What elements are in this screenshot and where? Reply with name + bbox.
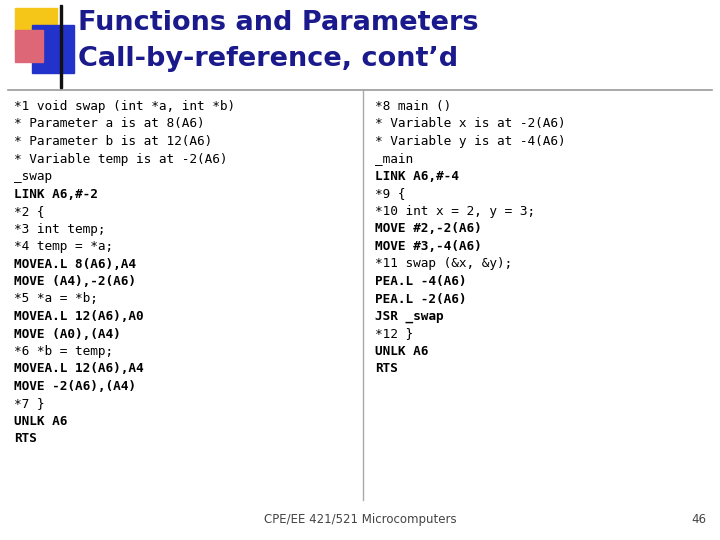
Bar: [32, 25, 74, 73]
Text: * Variable x is at -2(A6): * Variable x is at -2(A6): [375, 118, 566, 131]
Text: *2 {: *2 {: [14, 205, 45, 218]
Text: MOVE #3,-4(A6): MOVE #3,-4(A6): [375, 240, 482, 253]
Text: PEA.L -4(A6): PEA.L -4(A6): [375, 275, 467, 288]
Text: MOVEA.L 8(A6),A4: MOVEA.L 8(A6),A4: [14, 258, 136, 271]
Text: RTS: RTS: [14, 433, 37, 446]
Text: UNLK A6: UNLK A6: [375, 345, 428, 358]
Bar: [15, 30, 43, 62]
Text: MOVE (A0),(A4): MOVE (A0),(A4): [14, 327, 121, 341]
Text: * Parameter b is at 12(A6): * Parameter b is at 12(A6): [14, 135, 212, 148]
Text: LINK A6,#-4: LINK A6,#-4: [375, 170, 459, 183]
Text: *4 temp = *a;: *4 temp = *a;: [14, 240, 113, 253]
Text: Call-by-reference, cont’d: Call-by-reference, cont’d: [78, 46, 458, 72]
Text: CPE/EE 421/521 Microcomputers: CPE/EE 421/521 Microcomputers: [264, 513, 456, 526]
Text: *7 }: *7 }: [14, 397, 45, 410]
Text: MOVE (A4),-2(A6): MOVE (A4),-2(A6): [14, 275, 136, 288]
Text: *11 swap (&x, &y);: *11 swap (&x, &y);: [375, 258, 512, 271]
Text: _swap: _swap: [14, 170, 52, 183]
Text: PEA.L -2(A6): PEA.L -2(A6): [375, 293, 467, 306]
Text: *9 {: *9 {: [375, 187, 405, 200]
Text: *12 }: *12 }: [375, 327, 413, 341]
Text: MOVEA.L 12(A6),A0: MOVEA.L 12(A6),A0: [14, 310, 143, 323]
Text: RTS: RTS: [375, 362, 398, 375]
Text: UNLK A6: UNLK A6: [14, 415, 68, 428]
Text: JSR _swap: JSR _swap: [375, 310, 444, 323]
Text: MOVE -2(A6),(A4): MOVE -2(A6),(A4): [14, 380, 136, 393]
Text: 46: 46: [691, 513, 706, 526]
Text: Functions and Parameters: Functions and Parameters: [78, 10, 479, 36]
Text: MOVEA.L 12(A6),A4: MOVEA.L 12(A6),A4: [14, 362, 143, 375]
Text: * Variable temp is at -2(A6): * Variable temp is at -2(A6): [14, 152, 228, 165]
Text: *5 *a = *b;: *5 *a = *b;: [14, 293, 98, 306]
Text: *6 *b = temp;: *6 *b = temp;: [14, 345, 113, 358]
Text: *10 int x = 2, y = 3;: *10 int x = 2, y = 3;: [375, 205, 535, 218]
Text: *8 main (): *8 main (): [375, 100, 451, 113]
Text: *1 void swap (int *a, int *b): *1 void swap (int *a, int *b): [14, 100, 235, 113]
Text: *3 int temp;: *3 int temp;: [14, 222, 106, 235]
Text: MOVE #2,-2(A6): MOVE #2,-2(A6): [375, 222, 482, 235]
Bar: [15, 8, 57, 50]
Text: _main: _main: [375, 152, 413, 165]
Bar: [60, 5, 62, 88]
Text: LINK A6,#-2: LINK A6,#-2: [14, 187, 98, 200]
Text: * Variable y is at -4(A6): * Variable y is at -4(A6): [375, 135, 566, 148]
Text: * Parameter a is at 8(A6): * Parameter a is at 8(A6): [14, 118, 204, 131]
